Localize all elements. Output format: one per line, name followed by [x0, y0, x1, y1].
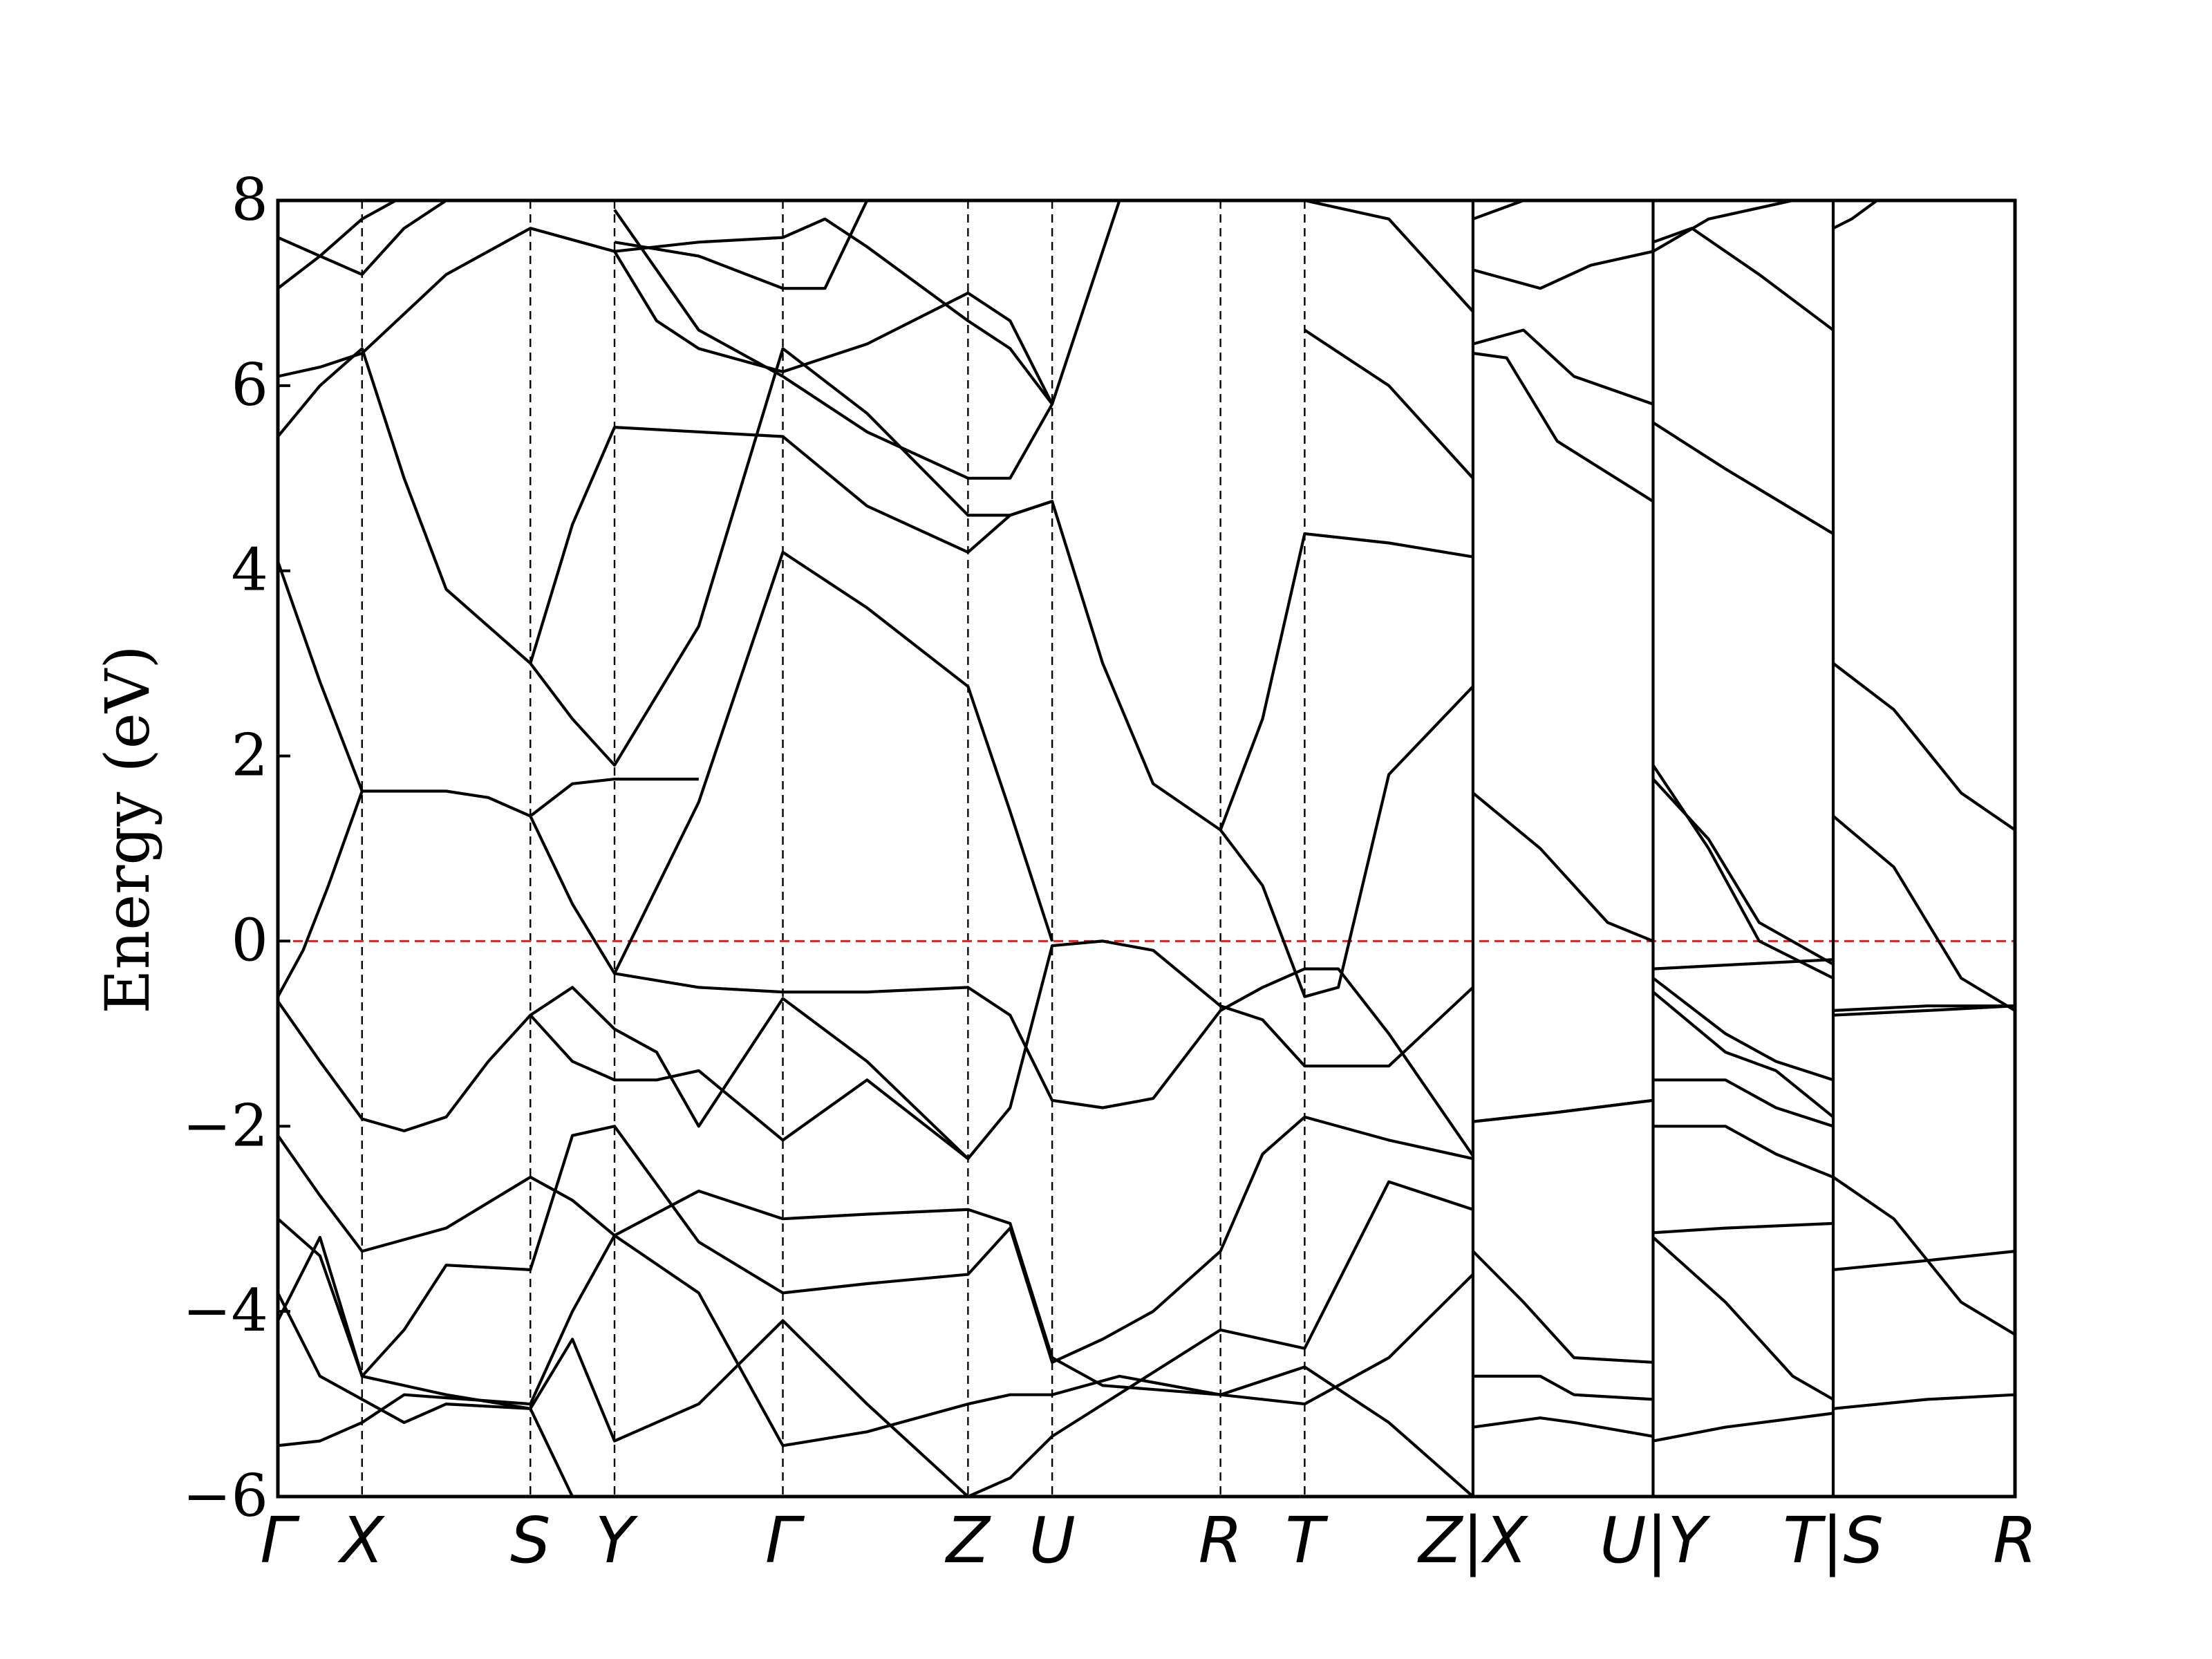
band-line: [1472, 328, 1654, 406]
band-line: [1653, 1078, 1834, 1128]
band-line: [278, 1134, 1474, 1406]
plot-frame: [276, 198, 2017, 1499]
band-line: [278, 200, 397, 290]
band-line: [1833, 1004, 2015, 1012]
band-line: [1833, 1250, 2015, 1271]
band-line: [1652, 1236, 1835, 1401]
band-line: [1651, 778, 1835, 966]
y-tick-label: −2: [182, 1091, 268, 1159]
band-line: [278, 561, 364, 792]
band-line: [1472, 1250, 1653, 1364]
y-tick-label: −6: [182, 1462, 268, 1530]
band-line: [613, 550, 1054, 975]
band-line: [278, 1234, 1474, 1497]
y-tick-label: 2: [232, 722, 268, 789]
band-line: [1651, 764, 1834, 980]
band-line: [278, 789, 2015, 1157]
band-line: [1472, 791, 1654, 943]
y-tick-label: 0: [232, 906, 268, 974]
band-line: [1472, 1416, 1653, 1438]
band-line: [529, 426, 1053, 664]
band-line: [1832, 662, 2015, 832]
band-line: [1652, 421, 1835, 535]
x-tick-label: Γ: [765, 1503, 805, 1577]
band-line: [1653, 1221, 1834, 1235]
band-line: [1652, 977, 1834, 1082]
band-line: [1652, 227, 1835, 332]
band-line: [1832, 1176, 2015, 1336]
band-line: [613, 209, 1053, 480]
band-line: [1653, 1125, 1834, 1179]
x-tick-label: Z: [944, 1503, 991, 1577]
band-line: [278, 939, 1474, 1161]
y-tick-label: 6: [232, 351, 268, 419]
band-line: [1833, 1393, 2015, 1410]
y-axis-label: Energy (eV): [92, 645, 163, 1013]
x-tick-label: Y: [595, 1503, 639, 1577]
band-line: [278, 347, 1474, 998]
band-line: [1472, 1374, 1653, 1401]
band-line: [1472, 1098, 1653, 1123]
plot-area: [278, 200, 2015, 1497]
band-line: [1304, 200, 1474, 313]
band-line: [1221, 515, 1473, 830]
band-line: [1832, 814, 2015, 1012]
band-line: [1472, 200, 1524, 221]
band-line: [278, 1180, 1474, 1497]
band-line: [614, 217, 1053, 405]
x-tick-label: S: [510, 1503, 550, 1577]
band-line: [278, 200, 1121, 406]
band-line: [278, 200, 447, 276]
band-line: [529, 778, 699, 818]
band-line: [1304, 328, 1474, 480]
x-tick-label: R: [1199, 1503, 1243, 1577]
band-line: [1652, 991, 1835, 1118]
x-tick-label: X: [337, 1503, 385, 1577]
y-tick-label: 8: [232, 166, 268, 234]
band-line: [278, 1115, 1474, 1378]
y-tick-label: 4: [232, 536, 268, 604]
band-line: [278, 1235, 574, 1497]
band-line: [614, 200, 869, 290]
band-line: [1472, 351, 1654, 503]
band-line: [529, 986, 969, 1160]
x-tick-label: R: [1993, 1503, 2037, 1577]
y-tick-label: −4: [182, 1277, 268, 1344]
x-tick-label: Γ: [260, 1503, 300, 1577]
band-line: [1653, 1412, 1834, 1443]
x-tick-label: T|S: [1783, 1503, 1884, 1577]
x-tick-label: U: [1029, 1503, 1075, 1577]
band-line: [1472, 250, 1653, 290]
band-line: [1833, 200, 1878, 230]
band-line: [1652, 200, 1794, 253]
x-tick-label: Z|X: [1416, 1503, 1528, 1577]
x-tick-label: U|Y: [1600, 1503, 1711, 1577]
x-tick-label: T: [1285, 1503, 1329, 1577]
